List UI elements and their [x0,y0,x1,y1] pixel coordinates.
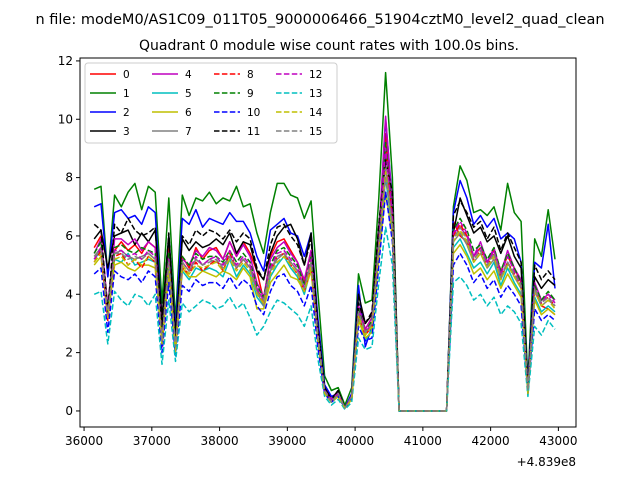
series-line-15 [93,176,556,412]
figure-suptitle: n file: modeM0/AS1C09_011T05_9000006466_… [35,12,604,28]
legend-label-6: 6 [185,107,192,119]
legend-label-15: 15 [309,126,322,138]
series-line-13 [93,226,556,412]
legend-label-1: 1 [123,88,130,100]
legend-label-7: 7 [185,126,192,138]
legend-label-0: 0 [123,69,130,81]
legend-label-2: 2 [123,107,130,119]
x-axis: 36000 37000 38000 39000 40000 41000 42000 43000 [65,427,577,448]
legend-label-4: 4 [185,69,192,81]
legend-label-11: 11 [247,126,260,138]
y-tick-label: 6 [65,229,73,243]
x-tick-label: 39000 [268,434,306,448]
x-offset-label: +4.839e8 [517,455,576,469]
x-tick-label: 42000 [472,434,510,448]
y-tick-label: 4 [65,287,73,301]
legend-label-5: 5 [185,88,192,100]
y-tick-label: 8 [65,171,73,185]
x-tick-label: 37000 [133,434,171,448]
y-tick-label: 2 [65,346,73,360]
y-axis: 0 2 4 6 8 10 12 [58,54,80,418]
plot-lines [93,71,556,412]
x-tick-label: 38000 [200,434,238,448]
legend-label-10: 10 [247,107,260,119]
legend-label-13: 13 [309,88,322,100]
x-tick-label: 36000 [65,434,103,448]
legend-label-8: 8 [247,69,254,81]
series-line-1 [93,71,556,412]
legend-frame [84,62,338,144]
chart-title: Quadrant 0 module wise count rates with … [139,38,519,54]
legend-label-14: 14 [309,107,323,119]
axes-frame [79,57,577,428]
legend-label-9: 9 [247,88,254,100]
x-tick-label: 43000 [539,434,577,448]
series-line-12 [93,147,556,412]
y-tick-label: 0 [65,404,73,418]
x-tick-label: 40000 [336,434,374,448]
y-tick-label: 12 [58,54,73,68]
legend-label-12: 12 [309,69,322,81]
legend-label-3: 3 [123,126,130,138]
y-tick-label: 10 [58,112,73,126]
x-tick-label: 41000 [404,434,442,448]
